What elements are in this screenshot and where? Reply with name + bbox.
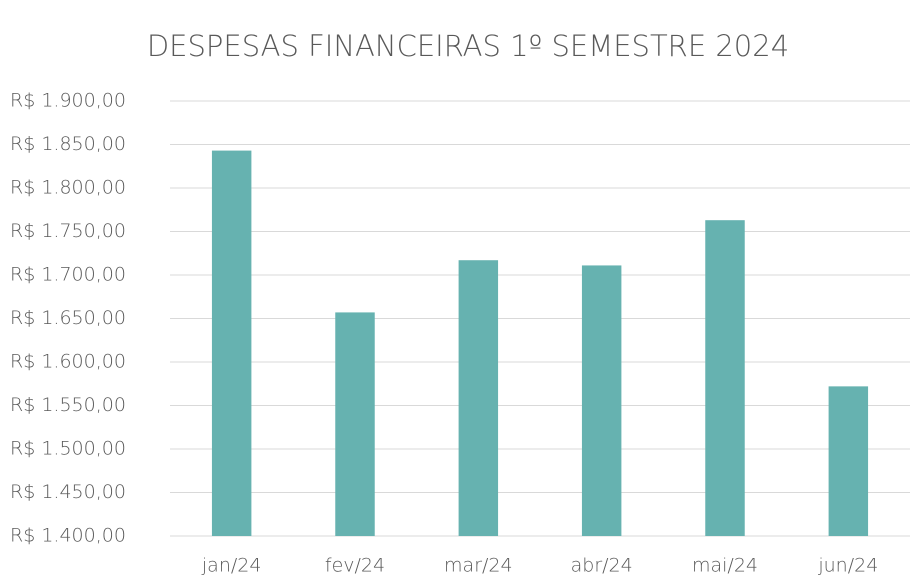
bar	[458, 260, 499, 536]
x-tick-label: jun/24	[817, 555, 878, 577]
chart-title: DESPESAS FINANCEIRAS 1º SEMESTRE 2024	[147, 29, 789, 63]
bar	[828, 386, 869, 536]
x-tick-label: fev/24	[325, 555, 385, 577]
y-tick-label: R$ 1.850,00	[10, 133, 126, 155]
y-tick-label: R$ 1.800,00	[10, 177, 126, 199]
y-tick-label: R$ 1.700,00	[10, 264, 126, 286]
y-tick-label: R$ 1.900,00	[10, 90, 126, 112]
x-tick-label: jan/24	[201, 555, 262, 577]
x-tick-label: abr/24	[571, 555, 633, 577]
y-tick-label: R$ 1.650,00	[10, 307, 126, 329]
bar	[335, 312, 375, 536]
bar	[705, 220, 745, 536]
y-tick-label: R$ 1.450,00	[10, 481, 126, 503]
y-tick-label: R$ 1.550,00	[10, 394, 126, 416]
bar	[211, 150, 252, 536]
x-tick-label: mar/24	[444, 555, 513, 577]
y-tick-label: R$ 1.500,00	[10, 438, 126, 460]
y-tick-label: R$ 1.600,00	[10, 351, 126, 373]
x-tick-label: mai/24	[692, 555, 758, 577]
y-tick-label: R$ 1.400,00	[10, 525, 126, 547]
y-tick-label: R$ 1.750,00	[10, 220, 126, 242]
bar	[581, 265, 622, 536]
